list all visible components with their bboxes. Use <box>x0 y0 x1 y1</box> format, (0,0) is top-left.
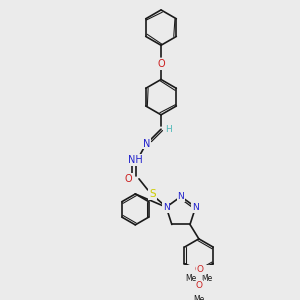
Text: O: O <box>124 174 132 184</box>
Text: Me: Me <box>201 274 213 283</box>
Text: Me: Me <box>193 296 205 300</box>
Text: N: N <box>143 139 150 148</box>
Text: O: O <box>194 265 201 274</box>
Text: O: O <box>195 281 202 290</box>
Text: H: H <box>165 125 172 134</box>
Text: N: N <box>192 203 199 212</box>
Text: NH: NH <box>128 155 143 165</box>
Text: S: S <box>149 189 155 199</box>
Text: Me: Me <box>185 274 196 283</box>
Text: N: N <box>163 203 169 212</box>
Text: O: O <box>157 59 165 69</box>
Text: N: N <box>178 192 184 201</box>
Text: O: O <box>196 265 203 274</box>
